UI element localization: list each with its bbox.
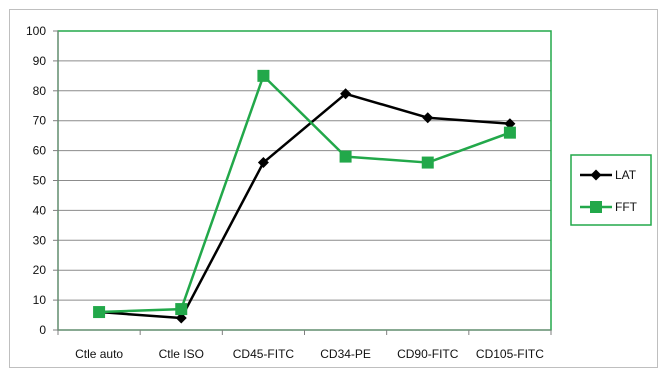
y-tick-label: 80 [33, 84, 47, 98]
legend-label-lat: LAT [615, 168, 637, 182]
x-tick-label: Ctle ISO [159, 347, 204, 361]
point-lat [175, 312, 187, 324]
point-lat [504, 118, 516, 130]
outer-frame [9, 9, 658, 368]
y-tick-label: 10 [33, 293, 47, 307]
point-lat [257, 157, 269, 169]
axes: 0 10 20 30 40 50 60 70 80 90 100 Ctle auto Ctle ISO C… [26, 24, 552, 361]
y-tick-label: 100 [26, 24, 46, 38]
x-tick-label: CD105-FITC [476, 347, 544, 361]
legend-marker-fft [590, 201, 602, 213]
legend: LAT FFT [570, 154, 652, 226]
point-fft [339, 150, 352, 163]
series-line-fft [99, 74, 511, 314]
y-tick-label: 90 [33, 54, 47, 68]
y-tick-label: 40 [33, 203, 47, 217]
series [93, 69, 516, 324]
y-tick-label: 70 [33, 114, 47, 128]
point-lat [340, 88, 352, 100]
x-tick-label: CD45-FITC [233, 347, 295, 361]
y-tick-label: 50 [33, 174, 47, 188]
legend-marker-lat [590, 169, 602, 181]
x-tick-label: CD90-FITC [397, 347, 459, 361]
point-fft [503, 126, 516, 139]
point-fft [93, 306, 106, 319]
point-lat [422, 112, 434, 124]
x-tick-label: CD34-PE [320, 347, 371, 361]
legend-label-fft: FFT [615, 200, 638, 214]
series-line-lat [98, 92, 511, 320]
point-fft [421, 156, 434, 169]
legend-box [570, 154, 652, 226]
point-fft [257, 69, 270, 82]
y-tick-label: 60 [33, 144, 47, 158]
point-fft [175, 303, 188, 316]
x-tick-label: Ctle auto [75, 347, 123, 361]
y-tick-label: 0 [39, 323, 46, 337]
y-tick-label: 30 [33, 233, 47, 247]
y-tick-label: 20 [33, 263, 47, 277]
